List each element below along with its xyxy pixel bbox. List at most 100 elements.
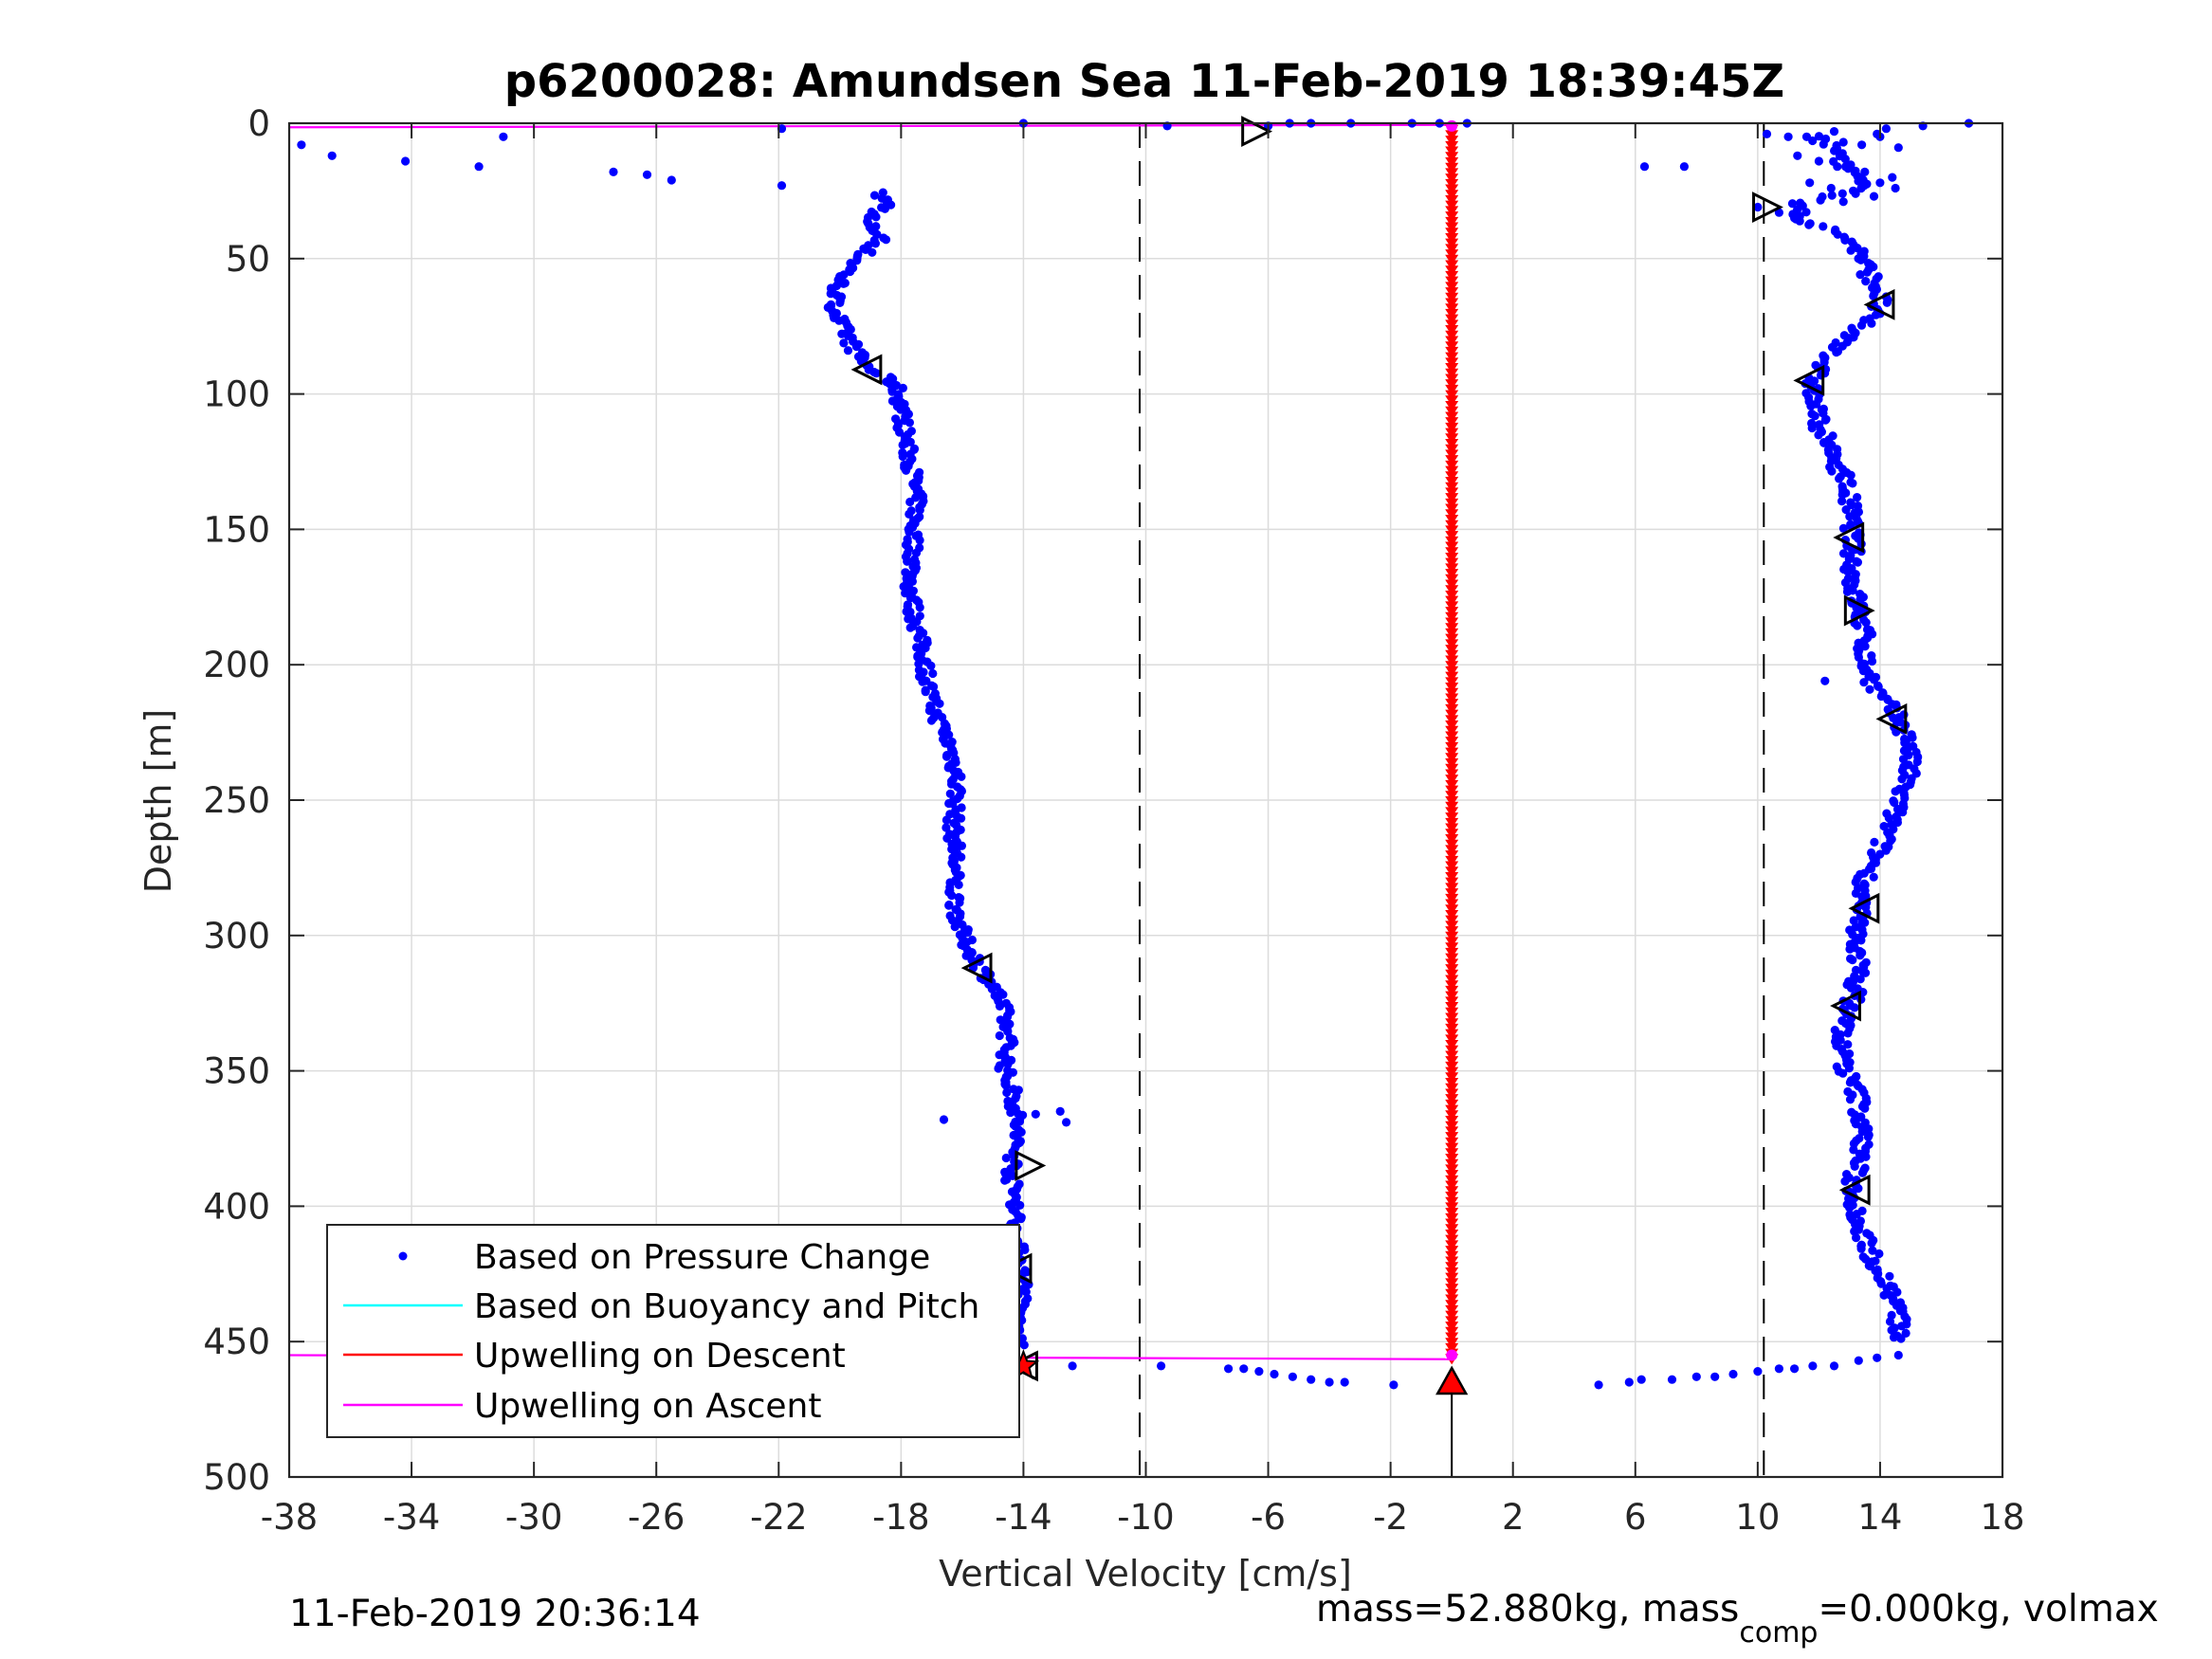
upwelling-descent-marker bbox=[1445, 980, 1459, 992]
upwelling-descent-marker bbox=[1445, 958, 1459, 970]
data-point bbox=[1753, 202, 1763, 212]
data-point bbox=[1897, 775, 1907, 784]
data-point bbox=[474, 162, 484, 172]
upwelling-descent-marker bbox=[1445, 1126, 1459, 1138]
upwelling-descent-marker bbox=[1445, 909, 1459, 921]
data-point bbox=[1814, 430, 1823, 440]
upwelling-descent-marker bbox=[1445, 487, 1459, 499]
data-point bbox=[1804, 220, 1814, 229]
upwelling-descent-marker bbox=[1445, 937, 1459, 948]
data-point bbox=[942, 833, 952, 843]
data-point bbox=[905, 623, 915, 632]
upwelling-descent-marker bbox=[1445, 731, 1459, 742]
data-point bbox=[1820, 135, 1830, 144]
data-point bbox=[1867, 1238, 1876, 1248]
data-point bbox=[1853, 621, 1862, 630]
upwelling-descent-marker bbox=[1445, 1326, 1459, 1338]
data-point bbox=[1863, 1132, 1873, 1141]
data-point bbox=[995, 1001, 1005, 1011]
data-point bbox=[1325, 1377, 1334, 1387]
upwelling-descent-marker bbox=[1445, 758, 1459, 770]
data-point bbox=[929, 682, 939, 692]
upwelling-descent-marker bbox=[1445, 390, 1459, 401]
upwelling-descent-marker bbox=[1445, 796, 1459, 807]
upwelling-descent-marker bbox=[1445, 699, 1459, 710]
data-point bbox=[941, 815, 952, 825]
upwelling-descent-marker bbox=[1445, 855, 1459, 866]
upwelling-descent-marker bbox=[1445, 254, 1459, 265]
upwelling-descent-marker bbox=[1445, 931, 1459, 942]
data-point bbox=[1869, 191, 1879, 201]
upwelling-descent-marker bbox=[1445, 888, 1459, 900]
data-point bbox=[1893, 143, 1903, 153]
upwelling-descent-marker bbox=[1445, 298, 1459, 309]
data-point bbox=[1865, 684, 1874, 694]
upwelling-descent-marker bbox=[1445, 232, 1459, 244]
upwelling-descent-marker bbox=[1445, 1066, 1459, 1078]
data-point bbox=[1667, 1375, 1677, 1384]
upwelling-descent-marker bbox=[1445, 1240, 1459, 1251]
upwelling-descent-marker bbox=[1445, 200, 1459, 211]
upwelling-descent-marker bbox=[1445, 904, 1459, 916]
data-point bbox=[1340, 1377, 1349, 1387]
data-point bbox=[915, 505, 924, 515]
data-point bbox=[1856, 255, 1866, 264]
data-point bbox=[1838, 1068, 1848, 1078]
data-point bbox=[1856, 270, 1865, 280]
data-point bbox=[1888, 173, 1897, 182]
data-point bbox=[1881, 124, 1891, 134]
data-point bbox=[1870, 837, 1879, 848]
upwelling-descent-marker bbox=[1445, 1072, 1459, 1084]
data-point bbox=[1639, 162, 1650, 172]
data-point bbox=[1908, 733, 1917, 742]
upwelling-descent-marker bbox=[1445, 590, 1459, 601]
data-point bbox=[1840, 235, 1850, 245]
upwelling-descent-marker bbox=[1445, 871, 1459, 883]
data-point bbox=[1845, 1078, 1855, 1087]
data-point bbox=[1898, 755, 1909, 764]
x-tick-label: -6 bbox=[1251, 1497, 1286, 1538]
upwelling-descent-marker bbox=[1445, 314, 1459, 325]
triangle-marker bbox=[1830, 990, 1861, 1022]
data-point bbox=[1860, 167, 1870, 176]
y-tick-label: 400 bbox=[203, 1186, 270, 1227]
upwelling-descent-marker bbox=[1445, 379, 1459, 391]
upwelling-descent-marker bbox=[1445, 921, 1459, 932]
data-point bbox=[1270, 1369, 1279, 1379]
footer-mass-main: mass=52.880kg, mass bbox=[1316, 1588, 1739, 1631]
upwelling-bottom-marker bbox=[1446, 1349, 1458, 1361]
data-point bbox=[944, 901, 954, 910]
upwelling-descent-marker bbox=[1445, 433, 1459, 445]
upwelling-descent-marker bbox=[1445, 812, 1459, 824]
upwelling-descent-marker bbox=[1445, 1002, 1459, 1013]
upwelling-descent-marker bbox=[1445, 146, 1459, 157]
data-point bbox=[1015, 1200, 1025, 1210]
upwelling-descent-marker bbox=[1445, 1007, 1459, 1018]
data-point bbox=[1389, 1380, 1398, 1390]
data-point bbox=[903, 556, 912, 566]
data-point bbox=[1848, 479, 1857, 488]
upwelling-descent-marker bbox=[1445, 1342, 1459, 1354]
x-tick-label: 14 bbox=[1857, 1497, 1902, 1538]
upwelling-descent-marker bbox=[1445, 1170, 1459, 1181]
data-point bbox=[928, 668, 938, 679]
data-point bbox=[902, 465, 911, 475]
data-point bbox=[1691, 1372, 1701, 1381]
x-tick-label: -30 bbox=[505, 1497, 562, 1538]
data-point bbox=[926, 716, 937, 725]
legend-label-descent: Upwelling on Descent bbox=[474, 1337, 846, 1376]
upwelling-descent-marker bbox=[1445, 753, 1459, 764]
data-point bbox=[1885, 1271, 1894, 1281]
data-point bbox=[1829, 127, 1839, 137]
upwelling-descent-marker bbox=[1445, 1078, 1459, 1089]
upwelling-descent-marker bbox=[1445, 645, 1459, 656]
data-point bbox=[1857, 919, 1867, 928]
upwelling-descent-marker bbox=[1445, 720, 1459, 732]
data-point bbox=[609, 167, 618, 176]
data-point bbox=[1841, 505, 1851, 515]
data-point bbox=[1891, 787, 1900, 796]
upwelling-descent-marker bbox=[1445, 693, 1459, 704]
data-point bbox=[1846, 470, 1856, 480]
upwelling-descent-marker bbox=[1445, 1218, 1459, 1230]
data-point bbox=[941, 752, 952, 761]
